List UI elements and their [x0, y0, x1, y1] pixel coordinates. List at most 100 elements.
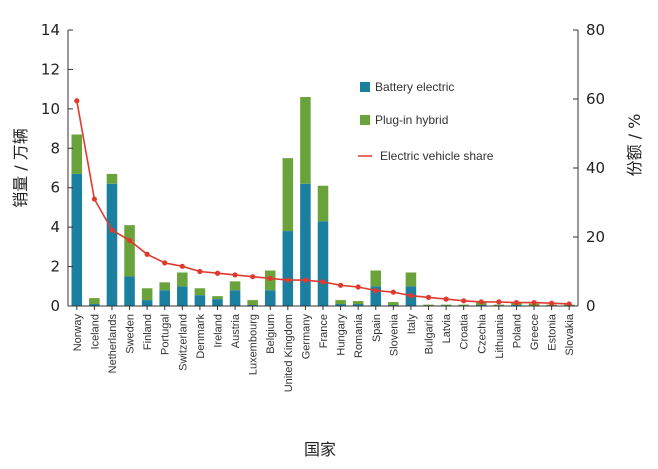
y-tick-label: 12	[41, 60, 60, 78]
y2-tick-label: 40	[586, 159, 605, 177]
axes-layer: 0 2 4 6 8 10 12 14 0 20 40 60 80 Norway Iceland Netherl…	[41, 21, 605, 392]
share-point-italy	[408, 293, 414, 299]
x-tick-label: Germany	[300, 314, 312, 360]
bar-battery-norway	[71, 173, 83, 306]
x-tick-label: Iceland	[89, 314, 101, 349]
x-tick-label: Czechia	[476, 313, 488, 354]
bar-battery-germany	[300, 183, 311, 306]
share-point-germany	[302, 277, 309, 283]
bar-phev-hungary	[335, 300, 346, 305]
x-tick-label: France	[318, 314, 330, 348]
bar-battery-denmark	[194, 295, 206, 306]
y-tick-label: 6	[50, 179, 60, 197]
bar-phev-latvia	[440, 304, 452, 306]
bar-battery-sweden	[124, 276, 135, 306]
share-point-ireland	[214, 270, 221, 276]
y-tick-label: 8	[50, 139, 60, 157]
bar-phev-france	[317, 185, 329, 222]
x-tick-label: Sweden	[125, 314, 137, 354]
bar-phev-netherlands	[106, 173, 118, 184]
x-tick-label: Hungary	[336, 314, 348, 356]
legend-label-share: Electric vehicle share	[380, 149, 494, 163]
x-tick-label: Switzerland	[177, 314, 189, 371]
bar-phev-austria	[229, 281, 241, 291]
bar-battery-hungary	[335, 304, 346, 306]
share-point-croatia	[461, 298, 467, 304]
bar-battery-finland	[141, 300, 153, 306]
x-tick-label: Romania	[353, 313, 365, 358]
x-tick-label: Belgium	[265, 314, 277, 354]
bar-phev-germany	[300, 97, 311, 184]
x-tick-label: United Kingdom	[283, 314, 295, 392]
x-tick-label: Denmark	[195, 314, 207, 359]
bar-battery-romania	[352, 304, 364, 306]
y-axis-title: 销量 / 万辆	[11, 128, 30, 208]
share-point-austria	[232, 272, 238, 278]
bar-battery-ireland	[212, 299, 223, 306]
line-layer	[74, 98, 572, 307]
x-tick-label: Estonia	[547, 313, 559, 351]
bar-phev-croatia	[458, 304, 469, 306]
y-tick-label: 4	[50, 218, 60, 236]
bar-phev-lithuania	[493, 304, 505, 306]
bar-phev-finland	[141, 288, 153, 301]
y2-tick-label: 60	[586, 90, 605, 108]
x-tick-label: Netherlands	[107, 314, 119, 374]
x-tick-label: Lithuania	[494, 313, 506, 359]
bar-phev-luxembourg	[247, 300, 258, 306]
share-point-poland	[513, 299, 520, 306]
share-point-slovakia	[566, 301, 572, 307]
x-tick-label: Norway	[72, 314, 84, 352]
legend-label-phev: Plug-in hybrid	[375, 113, 448, 127]
share-point-portugal	[162, 260, 168, 266]
x-tick-label: Ireland	[212, 314, 224, 348]
y2-tick-label: 20	[586, 228, 605, 246]
x-axis-title: 国家	[304, 440, 336, 459]
y-tick-label: 14	[41, 21, 60, 39]
y-tick-label: 2	[50, 258, 60, 276]
x-tick-label: Spain	[371, 314, 383, 342]
share-point-bulgaria	[425, 294, 432, 300]
y2-tick-label: 0	[586, 297, 596, 315]
share-point-iceland	[91, 196, 97, 202]
x-tick-label: Latvia	[441, 313, 453, 343]
bar-phev-switzerland	[177, 272, 188, 287]
share-point-slovenia	[390, 289, 396, 295]
share-point-latvia	[443, 296, 449, 302]
share-point-belgium	[267, 275, 273, 281]
x-tick-label: Austria	[230, 313, 242, 348]
share-point-luxembourg	[250, 274, 256, 280]
share-point-netherlands	[109, 227, 115, 233]
share-point-finland	[144, 251, 150, 257]
share-point-denmark	[197, 268, 203, 275]
share-point-romania	[355, 284, 361, 290]
bar-battery-spain	[370, 286, 382, 306]
bar-phev-norway	[71, 134, 83, 174]
bar-phev-slovenia	[388, 302, 399, 306]
x-tick-label: Luxembourg	[248, 314, 260, 375]
bar-phev-italy	[405, 272, 417, 287]
x-tick-label: Bulgaria	[424, 313, 436, 354]
bar-battery-iceland	[89, 304, 100, 306]
x-tick-label: Greece	[529, 314, 541, 350]
x-tick-label: Italy	[406, 314, 418, 335]
x-tick-label: Finland	[142, 314, 154, 350]
bar-battery-netherlands	[106, 183, 118, 306]
x-tick-label: Slovakia	[564, 313, 576, 355]
bar-battery-austria	[229, 290, 241, 306]
bar-phev-spain	[370, 270, 382, 287]
x-tick-label: Slovenia	[388, 313, 400, 356]
share-point-estonia	[549, 300, 555, 306]
share-point-united-kingdom	[285, 277, 291, 283]
bar-phev-united-kingdom	[282, 158, 294, 232]
share-point-czechia	[478, 299, 484, 305]
share-point-greece	[531, 299, 537, 306]
x-tick-label: Portugal	[160, 314, 172, 355]
bar-phev-portugal	[159, 282, 170, 291]
share-point-hungary	[337, 282, 344, 288]
y-tick-label: 0	[50, 297, 60, 315]
y2-axis-title: 份额 / %	[625, 114, 644, 177]
x-tick-label: Croatia	[459, 313, 471, 349]
